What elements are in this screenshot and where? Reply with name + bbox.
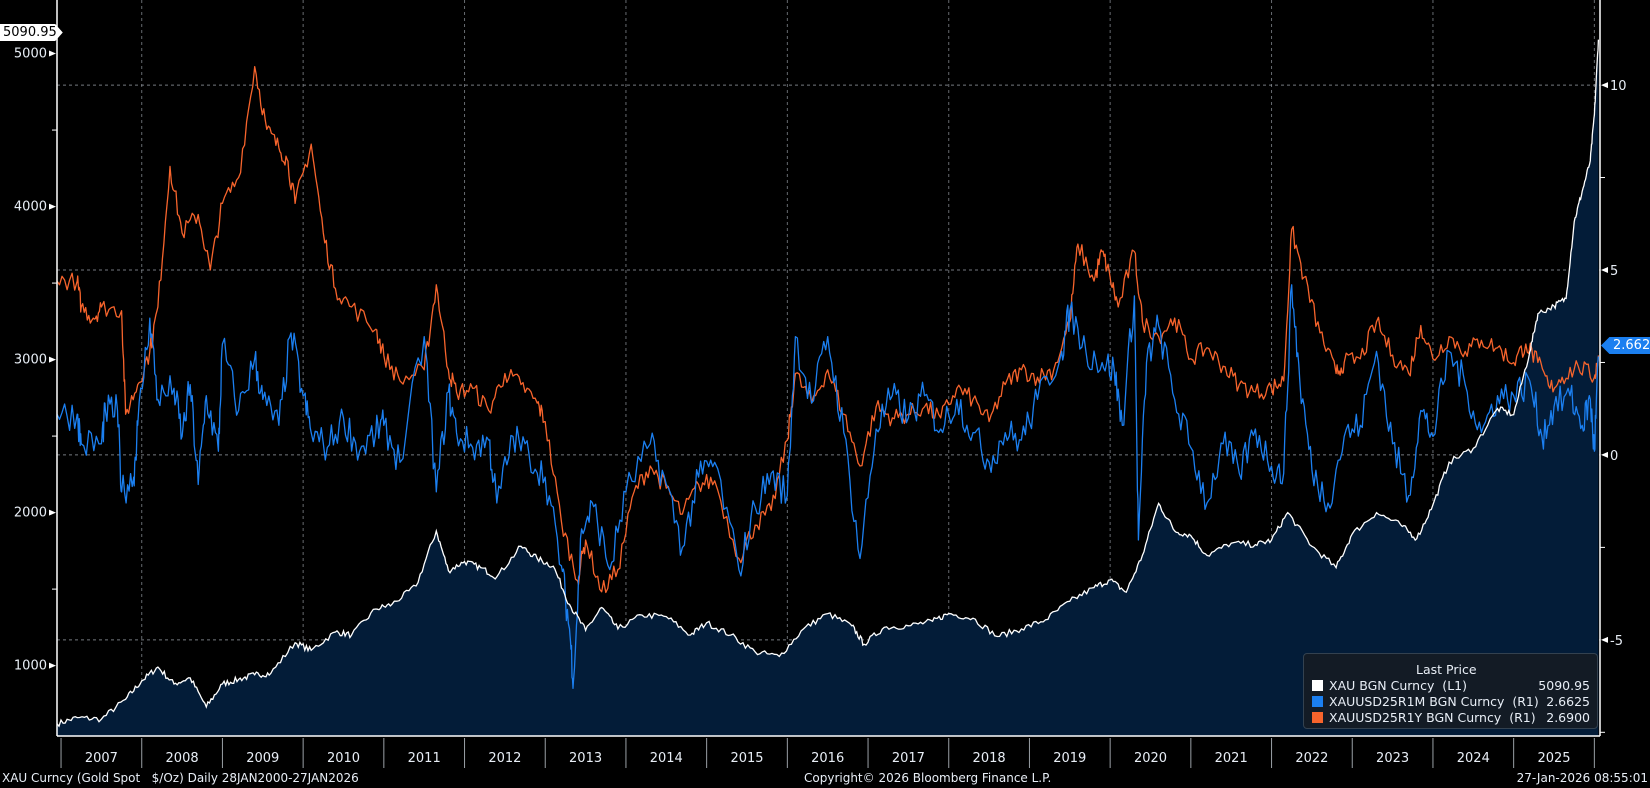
series-line-r1m bbox=[56, 284, 1600, 689]
left-tick-marker bbox=[49, 662, 56, 669]
year-label: 2024 bbox=[1457, 751, 1490, 766]
right-tick-label: 5 bbox=[1610, 264, 1618, 279]
year-label: 2015 bbox=[730, 751, 763, 766]
left-tick-label: 2000 bbox=[14, 506, 47, 521]
legend-item-r1y[interactable]: XAUUSD25R1Y BGN Curncy (R1) 2.6900 bbox=[1312, 710, 1590, 725]
legend-item-r1m[interactable]: XAUUSD25R1M BGN Curncy (R1) 2.6625 bbox=[1312, 694, 1590, 709]
year-label: 2010 bbox=[327, 751, 360, 766]
axes: 1000 2000 3000 4000 5000 -5 0 5 10 2007 2008 2009 20… bbox=[14, 0, 1627, 768]
left-tick-label: 4000 bbox=[14, 200, 47, 215]
year-label: 2025 bbox=[1537, 751, 1570, 766]
left-tick-label: 3000 bbox=[14, 353, 47, 368]
year-label: 2016 bbox=[811, 751, 844, 766]
year-label: 2008 bbox=[166, 751, 199, 766]
year-label: 2011 bbox=[408, 751, 441, 766]
legend-swatch bbox=[1312, 712, 1323, 723]
left-tick-label: 5000 bbox=[14, 47, 47, 62]
legend-item-xau[interactable]: XAU BGN Curncy (L1) 5090.95 bbox=[1312, 678, 1590, 693]
left-tick-marker bbox=[49, 50, 56, 57]
right-tick-marker bbox=[1601, 82, 1608, 89]
legend-value: 5090.95 bbox=[1538, 678, 1590, 693]
left-tick-label: 1000 bbox=[14, 659, 47, 674]
right-tick-marker bbox=[1601, 636, 1608, 643]
year-label: 2012 bbox=[488, 751, 521, 766]
year-label: 2014 bbox=[650, 751, 683, 766]
right-tick-label: -5 bbox=[1610, 634, 1623, 649]
year-label: 2021 bbox=[1215, 751, 1248, 766]
year-label: 2018 bbox=[973, 751, 1006, 766]
year-label: 2007 bbox=[85, 751, 118, 766]
legend: Last Price XAU BGN Curncy (L1) 5090.95 X… bbox=[1303, 653, 1598, 729]
last-price-tag-right: 2.6625 bbox=[1601, 337, 1650, 354]
series-line-r1y bbox=[56, 65, 1600, 594]
year-label: 2019 bbox=[1053, 751, 1086, 766]
legend-value: 2.6625 bbox=[1546, 694, 1590, 709]
legend-name: XAUUSD25R1Y BGN Curncy (R1) bbox=[1329, 710, 1536, 725]
legend-swatch bbox=[1312, 680, 1323, 691]
copyright: Copyright© 2026 Bloomberg Finance L.P. bbox=[804, 771, 1052, 785]
gold-area bbox=[57, 39, 1599, 737]
legend-name: XAUUSD25R1M BGN Curncy (R1) bbox=[1329, 694, 1539, 709]
right-tick-label: 0 bbox=[1610, 449, 1618, 464]
legend-title: Last Price bbox=[1416, 662, 1477, 677]
year-label: 2022 bbox=[1295, 751, 1328, 766]
timestamp: 27-Jan-2026 08:55:01 bbox=[1516, 771, 1648, 785]
left-tick-marker bbox=[49, 203, 56, 210]
legend-swatch bbox=[1312, 696, 1323, 707]
legend-name: XAU BGN Curncy (L1) bbox=[1329, 678, 1467, 693]
year-label: 2009 bbox=[246, 751, 279, 766]
right-tick-marker bbox=[1601, 266, 1608, 273]
series-line-xau bbox=[56, 39, 1600, 728]
left-tick-marker bbox=[49, 509, 56, 516]
year-label: 2023 bbox=[1376, 751, 1409, 766]
year-label: 2017 bbox=[892, 751, 925, 766]
right-tick-marker bbox=[1601, 451, 1608, 458]
series-lines bbox=[56, 39, 1600, 728]
last-price-tag-left: 5090.95 bbox=[0, 24, 63, 41]
legend-value: 2.6900 bbox=[1546, 710, 1590, 725]
gold-area-fill bbox=[57, 39, 1599, 737]
left-tick-marker bbox=[49, 356, 56, 363]
year-label: 2020 bbox=[1134, 751, 1167, 766]
year-label: 2013 bbox=[569, 751, 602, 766]
right-tick-label: 10 bbox=[1610, 79, 1627, 94]
chart-title-footer: XAU Curncy (Gold Spot $/Oz) Daily 28JAN2… bbox=[2, 771, 359, 785]
